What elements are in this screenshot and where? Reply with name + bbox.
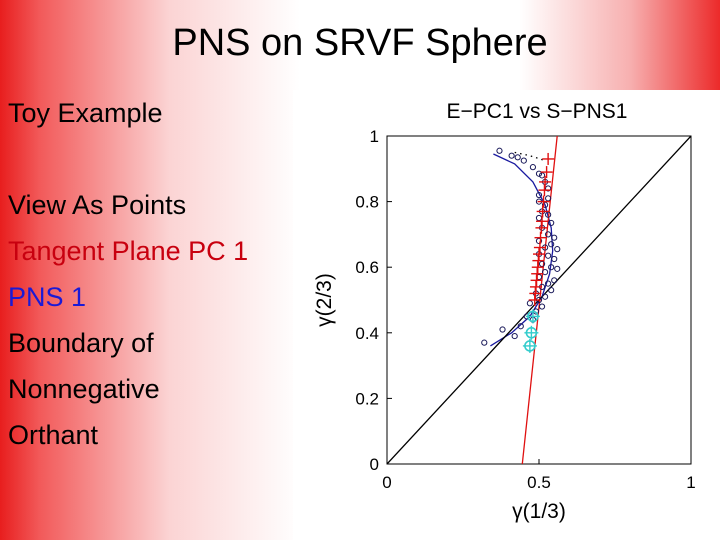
pc1-projection-point (533, 241, 546, 254)
bullet-list: Toy Example View As Points Tangent Plane… (8, 90, 248, 458)
data-point (538, 303, 546, 310)
data-point (554, 265, 561, 272)
pc1-projection-point (540, 166, 553, 179)
data-point (517, 323, 524, 330)
data-point (514, 154, 521, 161)
boundary-point (525, 309, 540, 324)
bullet-toy-example: Toy Example (8, 98, 163, 128)
x-tick-label: 0 (382, 473, 391, 492)
x-axis-label: γ(1/3) (512, 500, 566, 523)
data-point (535, 170, 543, 177)
pc1-projection-point (538, 184, 551, 197)
x-tick-label: 1 (686, 473, 695, 492)
data-point (545, 280, 552, 287)
data-point (545, 185, 552, 192)
slide-title: PNS on SRVF Sphere (172, 22, 548, 64)
chart-title: E−PC1 vs S−PNS1 (447, 100, 628, 123)
y-tick-label: 0.8 (355, 193, 379, 212)
series-line (490, 153, 554, 347)
y-tick-label: 0.6 (355, 258, 379, 277)
data-point (541, 293, 549, 300)
bullet-nonnegative: Nonnegative (8, 374, 160, 404)
data-point (511, 332, 518, 340)
pc1-projection-point (542, 152, 555, 165)
data-point (545, 252, 552, 259)
y-axis-label: γ(2/3) (313, 273, 336, 327)
bullet-tangent-plane-pc1: Tangent Plane PC 1 (8, 236, 249, 266)
data-point (541, 269, 549, 276)
pc1-projection-point (537, 195, 550, 208)
data-point (548, 264, 555, 271)
chart-panel: E−PC1 vs S−PNS1 0 0.5 1 0 0.2 0.4 0.6 0.8 1 γ(1/… (293, 90, 720, 540)
data-point (481, 339, 488, 346)
data-point (554, 246, 561, 253)
data-point (551, 234, 558, 241)
data-point (520, 157, 527, 164)
data-point (548, 241, 555, 248)
boundary-point (524, 325, 539, 340)
y-tick-label: 0.2 (355, 389, 379, 408)
data-point (499, 326, 506, 333)
bullet-gap (8, 136, 248, 182)
data-point (551, 277, 558, 284)
data-point (529, 164, 537, 171)
bullet-view-as-points: View As Points (8, 190, 187, 220)
data-point (548, 219, 555, 227)
data-point (548, 287, 555, 294)
bullet-orthant: Orthant (8, 420, 99, 450)
data-point (551, 255, 558, 263)
data-point (508, 152, 515, 159)
data-point (535, 191, 543, 199)
scatter-chart: E−PC1 vs S−PNS1 0 0.5 1 0 0.2 0.4 0.6 0.8 1 γ(1/… (313, 100, 696, 523)
data-point (545, 231, 552, 238)
bullet-pns1: PNS 1 (8, 282, 87, 312)
y-tick-label: 0.4 (355, 324, 379, 343)
boundary-point (522, 338, 537, 353)
pc1-projection-point (535, 221, 548, 234)
bullet-boundary-of: Boundary of (8, 328, 154, 358)
x-tick-label: 0.5 (527, 473, 551, 492)
y-tick-label: 1 (370, 127, 379, 146)
data-point (496, 147, 503, 154)
y-tick-label: 0 (370, 455, 379, 474)
pc1-projection-point (528, 294, 541, 306)
